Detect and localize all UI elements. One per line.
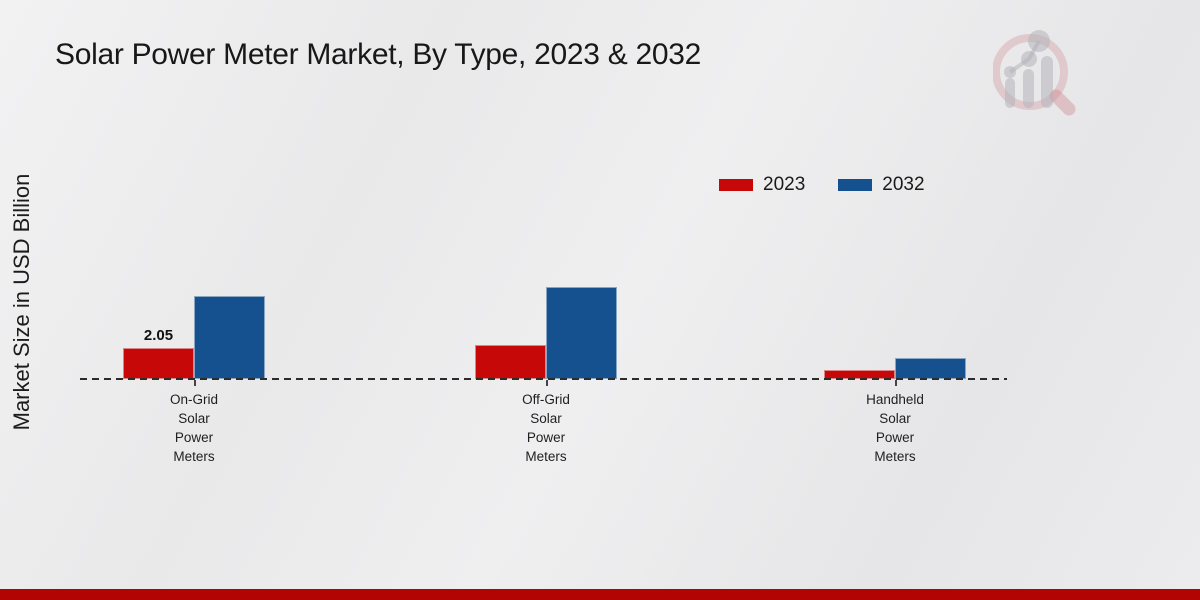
- bar-value-label: 2.05: [143, 327, 174, 344]
- x-axis-tick: [895, 380, 897, 386]
- legend-item-2023: 2023: [719, 174, 805, 196]
- bar-2032-0: [194, 296, 265, 379]
- category-label: On-Grid Solar Power Meters: [169, 392, 218, 464]
- legend-swatch-2023: [719, 179, 753, 191]
- magnifier-handle-icon: [1049, 89, 1076, 116]
- bar-2032-1: [546, 287, 617, 379]
- mrfr-logo-watermark: [993, 30, 1076, 116]
- x-axis-tick: [546, 380, 548, 386]
- legend-label-2023: 2023: [763, 174, 806, 195]
- bar-2032-2: [895, 358, 966, 379]
- category-label: Off-Grid Solar Power Meters: [522, 392, 570, 464]
- legend-label-2032: 2032: [882, 174, 925, 195]
- legend: 2023 2032: [719, 174, 925, 196]
- bar-2023-1: [475, 345, 546, 379]
- category-label: Handheld Solar Power Meters: [866, 392, 924, 464]
- bar-2023-0: [123, 348, 194, 379]
- chart-title: Solar Power Meter Market, By Type, 2023 …: [55, 38, 701, 71]
- legend-swatch-2032: [838, 179, 873, 191]
- legend-item-2032: 2032: [838, 174, 925, 196]
- footer-bar: [0, 589, 1200, 600]
- x-axis-tick: [194, 380, 196, 386]
- logo-bars-icon: [1004, 30, 1053, 108]
- x-axis-baseline: [80, 378, 1007, 380]
